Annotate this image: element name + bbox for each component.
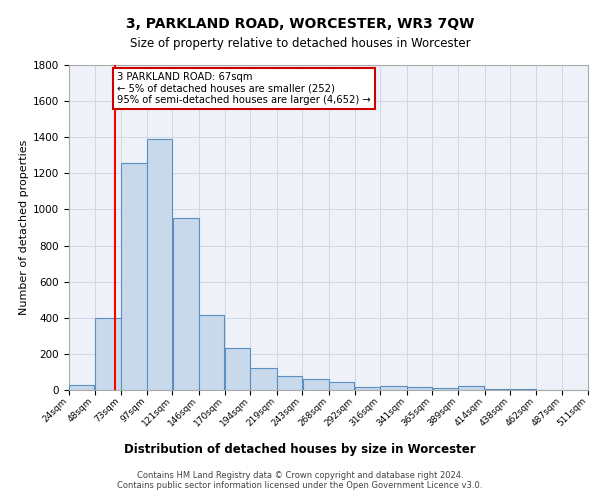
Bar (277, 376, 302, 390)
Bar (407, 388, 432, 390)
Text: 3, PARKLAND ROAD, WORCESTER, WR3 7QW: 3, PARKLAND ROAD, WORCESTER, WR3 7QW (126, 18, 474, 32)
Bar (380, 386, 407, 390)
Text: Distribution of detached houses by size in Worcester: Distribution of detached houses by size … (124, 442, 476, 456)
Bar (69, 384, 94, 390)
Text: 3 PARKLAND ROAD: 67sqm
← 5% of detached houses are smaller (252)
95% of semi-det: 3 PARKLAND ROAD: 67sqm ← 5% of detached … (117, 72, 371, 106)
Bar (225, 348, 250, 390)
Y-axis label: Number of detached properties: Number of detached properties (19, 140, 29, 315)
Bar (173, 218, 199, 390)
Bar (329, 382, 355, 390)
Bar (250, 368, 277, 390)
Bar (199, 315, 224, 390)
Bar (458, 386, 484, 390)
Bar (121, 162, 146, 390)
Bar (147, 139, 172, 390)
Bar (95, 318, 121, 390)
Bar (355, 388, 380, 390)
Text: Contains HM Land Registry data © Crown copyright and database right 2024.
Contai: Contains HM Land Registry data © Crown c… (118, 470, 482, 490)
Text: Size of property relative to detached houses in Worcester: Size of property relative to detached ho… (130, 38, 470, 51)
Bar (433, 388, 458, 390)
Bar (302, 379, 329, 390)
Bar (485, 389, 510, 390)
